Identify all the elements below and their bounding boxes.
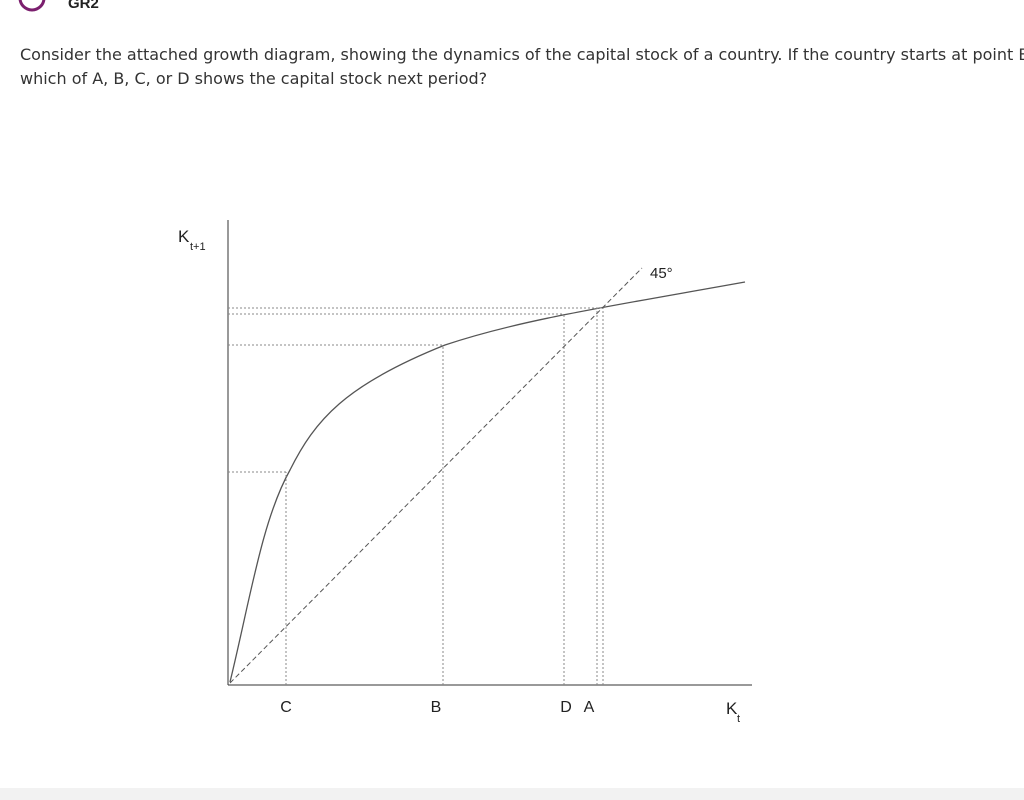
header-title: GR2 — [68, 0, 99, 12]
y-axis-symbol: K — [178, 227, 190, 246]
point-label: C — [280, 699, 292, 716]
forty-five-line — [229, 267, 643, 684]
diagram: K t+1 K t 45° C B D A — [178, 220, 752, 725]
question-line: Consider the attached growth diagram, sh… — [20, 45, 1024, 64]
icon — [18, 0, 46, 12]
point-label: B — [431, 699, 442, 716]
x-axis-subscript: t — [737, 713, 740, 725]
x-axis-symbol: K — [726, 699, 738, 718]
question-line: which of A, B, C, or D shows the capital… — [20, 69, 488, 88]
point-label: A — [584, 699, 595, 716]
guide-lines — [228, 307, 604, 685]
point-label: D — [560, 699, 572, 716]
footer-strip — [0, 788, 1024, 800]
y-axis-subscript: t+1 — [190, 241, 206, 253]
question: Consider the attached growth diagram, sh… — [20, 43, 1024, 91]
line-label: 45° — [650, 265, 673, 282]
growth-curve — [229, 281, 746, 683]
